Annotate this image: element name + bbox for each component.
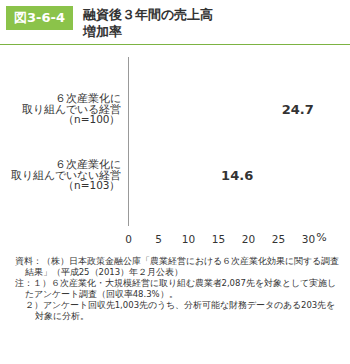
svg-text:0: 0 xyxy=(125,233,132,245)
svg-text:5: 5 xyxy=(155,233,162,245)
html-text:融資後３年間の売上高 増加率: 融資後３年間の売上高 増加率 xyxy=(82,7,213,39)
svg-text:30: 30 xyxy=(302,233,315,245)
svg-text:６次産業化に取り組んでいない経営（n=103）: ６次産業化に取り組んでいない経営（n=103） xyxy=(11,158,121,191)
svg-text:６次産業化に取り組んでいる経営（n=100）: ６次産業化に取り組んでいる経営（n=100） xyxy=(22,92,121,125)
svg-text:20: 20 xyxy=(242,233,255,245)
html-text:資料：（株）日本政策金融公庫「農業経営における６次産業化効果: 資料：（株）日本政策金融公庫「農業経営における６次産業化効果に関する調査結果」（… xyxy=(14,256,339,277)
html-text:注：１）６次産業化・大規模経営に取り組む農業者2,087先を: 注：１）６次産業化・大規模経営に取り組む農業者2,087先を対象として実施したア… xyxy=(14,278,336,299)
svg-text:10: 10 xyxy=(182,233,195,245)
svg-text:%: % xyxy=(316,231,326,244)
svg-text:25: 25 xyxy=(272,233,285,245)
svg-text:24.7: 24.7 xyxy=(282,102,314,117)
svg-text:15: 15 xyxy=(212,233,225,245)
svg-text:14.6: 14.6 xyxy=(221,168,253,183)
html-text:２）アンケート回収先1,003先のうち、分析可能な財務データ: ２）アンケート回収先1,003先のうち、分析可能な財務データのある203先を対象… xyxy=(24,300,336,321)
html-text:図3-6-4: 図3-6-4 xyxy=(14,10,65,25)
